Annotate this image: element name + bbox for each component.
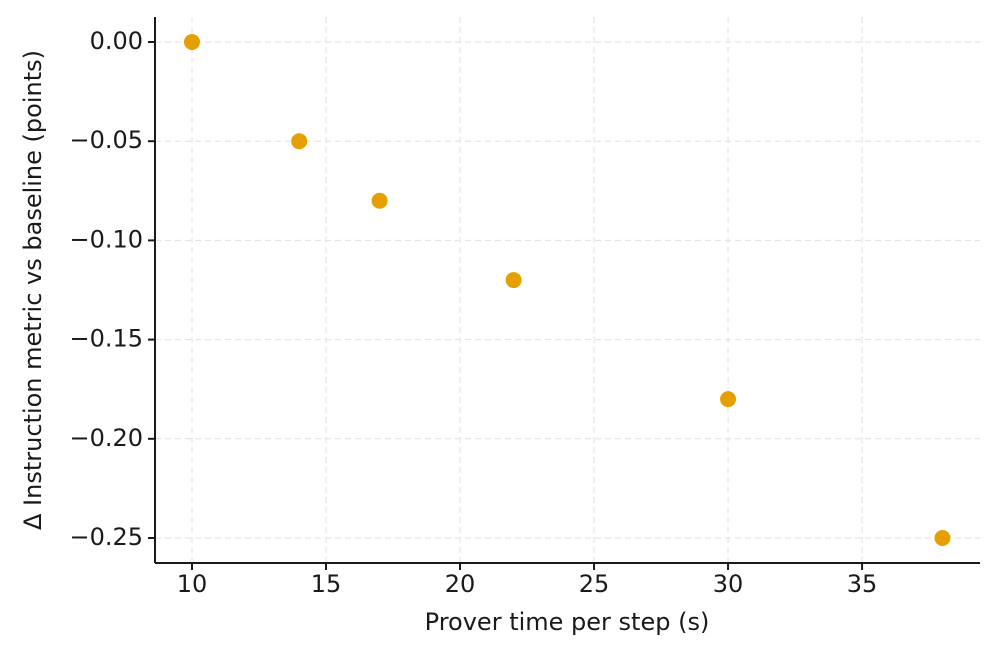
point <box>371 192 388 209</box>
y-tick-label: 0.00 <box>90 27 143 55</box>
y-tick-label: −0.10 <box>69 225 143 253</box>
y-axis-label: Δ Instruction metric vs baseline (points… <box>19 50 47 530</box>
point <box>720 391 737 408</box>
point <box>934 530 951 547</box>
point <box>291 133 308 150</box>
y-tick-label: −0.05 <box>69 126 143 154</box>
x-tick-label: 15 <box>311 570 342 598</box>
x-axis-label: Prover time per step (s) <box>425 608 710 636</box>
point <box>183 33 200 50</box>
y-tick-label: −0.25 <box>69 523 143 551</box>
y-tick-label: −0.15 <box>69 325 143 353</box>
y-tick-label: −0.20 <box>69 424 143 452</box>
point <box>505 272 522 289</box>
x-tick-label: 20 <box>445 570 476 598</box>
x-tick-label: 30 <box>713 570 744 598</box>
x-tick-label: 25 <box>579 570 610 598</box>
x-tick-label: 35 <box>847 570 878 598</box>
x-tick-label: 10 <box>177 570 208 598</box>
